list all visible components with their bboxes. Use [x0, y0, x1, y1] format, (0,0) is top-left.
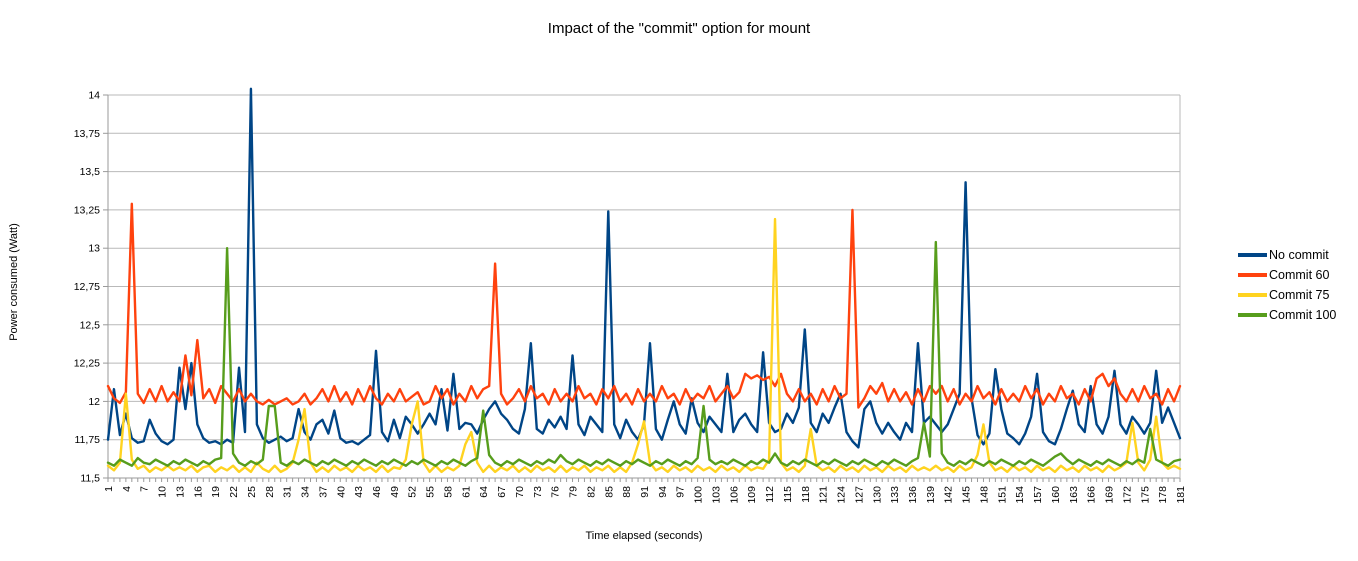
svg-text:55: 55 — [425, 486, 437, 498]
svg-text:76: 76 — [550, 486, 562, 498]
legend-label: Commit 75 — [1269, 288, 1330, 302]
legend-item-commit-100: Commit 100 — [1238, 305, 1336, 325]
svg-text:157: 157 — [1032, 486, 1044, 504]
svg-text:136: 136 — [907, 486, 919, 504]
svg-text:127: 127 — [853, 486, 865, 504]
svg-text:13,25: 13,25 — [74, 204, 100, 216]
svg-text:145: 145 — [961, 486, 973, 504]
svg-text:109: 109 — [746, 486, 758, 504]
svg-text:103: 103 — [710, 486, 722, 504]
svg-text:100: 100 — [693, 486, 705, 504]
svg-text:163: 163 — [1068, 486, 1080, 504]
svg-text:13,75: 13,75 — [74, 128, 100, 140]
svg-text:118: 118 — [800, 486, 812, 503]
svg-text:14: 14 — [88, 90, 100, 102]
svg-text:58: 58 — [442, 486, 454, 498]
svg-text:34: 34 — [300, 486, 312, 498]
series-color-swatch — [1238, 313, 1267, 317]
svg-text:52: 52 — [407, 486, 419, 498]
svg-text:130: 130 — [871, 486, 883, 504]
series-color-swatch — [1238, 293, 1267, 297]
svg-text:115: 115 — [782, 486, 794, 503]
svg-text:94: 94 — [657, 486, 669, 498]
svg-text:160: 160 — [1050, 486, 1062, 504]
svg-text:112: 112 — [764, 486, 776, 503]
svg-text:70: 70 — [514, 486, 526, 498]
svg-text:178: 178 — [1157, 486, 1169, 504]
svg-text:4: 4 — [121, 486, 133, 492]
legend-label: No commit — [1269, 248, 1329, 262]
svg-text:82: 82 — [585, 486, 597, 498]
x-axis-title: Time elapsed (seconds) — [585, 530, 703, 542]
svg-text:12: 12 — [88, 396, 100, 408]
legend: No commit Commit 60 Commit 75 Commit 100 — [1238, 245, 1336, 325]
svg-text:169: 169 — [1104, 486, 1116, 504]
legend-label: Commit 60 — [1269, 268, 1330, 282]
legend-item-commit-60: Commit 60 — [1238, 265, 1336, 285]
svg-text:73: 73 — [532, 486, 544, 498]
svg-text:13,5: 13,5 — [80, 166, 101, 178]
svg-text:19: 19 — [210, 486, 222, 498]
svg-text:13: 13 — [174, 486, 186, 498]
svg-text:139: 139 — [925, 486, 937, 504]
svg-text:16: 16 — [192, 486, 204, 498]
svg-text:133: 133 — [889, 486, 901, 504]
svg-text:175: 175 — [1139, 486, 1151, 504]
svg-text:106: 106 — [728, 486, 740, 504]
svg-text:7: 7 — [139, 486, 151, 492]
svg-text:85: 85 — [603, 486, 615, 498]
svg-text:46: 46 — [371, 486, 383, 498]
svg-text:43: 43 — [353, 486, 365, 498]
svg-text:40: 40 — [335, 486, 347, 498]
svg-text:181: 181 — [1175, 486, 1187, 504]
svg-text:121: 121 — [818, 486, 830, 504]
svg-text:91: 91 — [639, 486, 651, 498]
svg-text:31: 31 — [282, 486, 294, 498]
svg-text:172: 172 — [1121, 486, 1133, 504]
series-color-swatch — [1238, 253, 1267, 257]
svg-text:11,75: 11,75 — [75, 434, 101, 446]
svg-text:64: 64 — [478, 486, 490, 498]
series-color-swatch — [1238, 273, 1267, 277]
svg-text:166: 166 — [1086, 486, 1098, 504]
svg-text:154: 154 — [1014, 486, 1026, 504]
svg-text:142: 142 — [943, 486, 955, 504]
svg-text:12,25: 12,25 — [74, 358, 100, 370]
svg-text:49: 49 — [389, 486, 401, 498]
svg-text:12,75: 12,75 — [74, 281, 100, 293]
svg-text:22: 22 — [228, 486, 240, 498]
svg-text:148: 148 — [978, 486, 990, 504]
legend-item-commit-75: Commit 75 — [1238, 285, 1336, 305]
svg-text:13: 13 — [88, 243, 100, 255]
svg-text:67: 67 — [496, 486, 508, 498]
svg-text:25: 25 — [246, 486, 258, 498]
svg-text:97: 97 — [675, 486, 687, 498]
svg-text:61: 61 — [460, 486, 472, 498]
y-axis-title: Power consumed (Watt) — [8, 223, 20, 341]
legend-label: Commit 100 — [1269, 308, 1337, 322]
svg-text:124: 124 — [836, 486, 848, 504]
svg-text:151: 151 — [996, 486, 1008, 504]
svg-text:12,5: 12,5 — [80, 319, 101, 331]
svg-text:88: 88 — [621, 486, 633, 498]
svg-text:79: 79 — [568, 486, 580, 498]
svg-text:28: 28 — [264, 486, 276, 498]
legend-item-no-commit: No commit — [1238, 245, 1336, 265]
chart-title: Impact of the "commit" option for mount — [547, 20, 811, 37]
svg-text:11,5: 11,5 — [80, 473, 100, 485]
svg-text:10: 10 — [157, 486, 169, 498]
svg-text:1: 1 — [103, 486, 115, 492]
svg-text:37: 37 — [317, 486, 329, 498]
